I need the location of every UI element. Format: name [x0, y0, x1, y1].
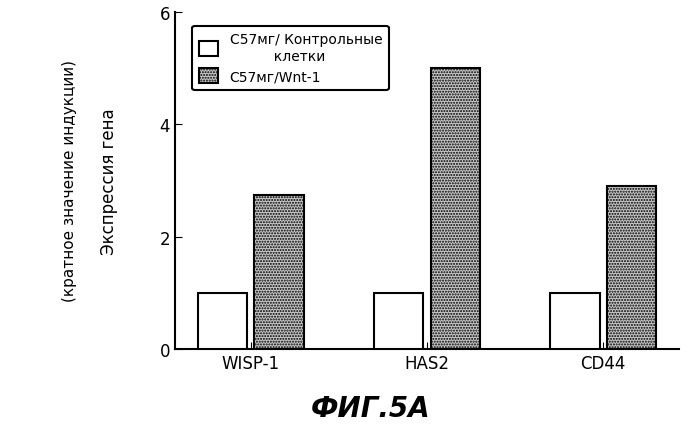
Bar [430, 69, 480, 349]
Bar [607, 187, 656, 349]
Text: (кратное значение индукции): (кратное значение индукции) [62, 60, 77, 302]
Bar [374, 293, 424, 349]
Bar [254, 195, 304, 349]
Bar [198, 293, 247, 349]
Legend: C57мг/ Контрольные
          клетки, C57мг/Wnt-1: C57мг/ Контрольные клетки, C57мг/Wnt-1 [192, 26, 389, 91]
Text: Экспрессия гена: Экспрессия гена [101, 108, 118, 254]
Text: ФИГ.5A: ФИГ.5A [312, 394, 430, 422]
Bar [550, 293, 600, 349]
